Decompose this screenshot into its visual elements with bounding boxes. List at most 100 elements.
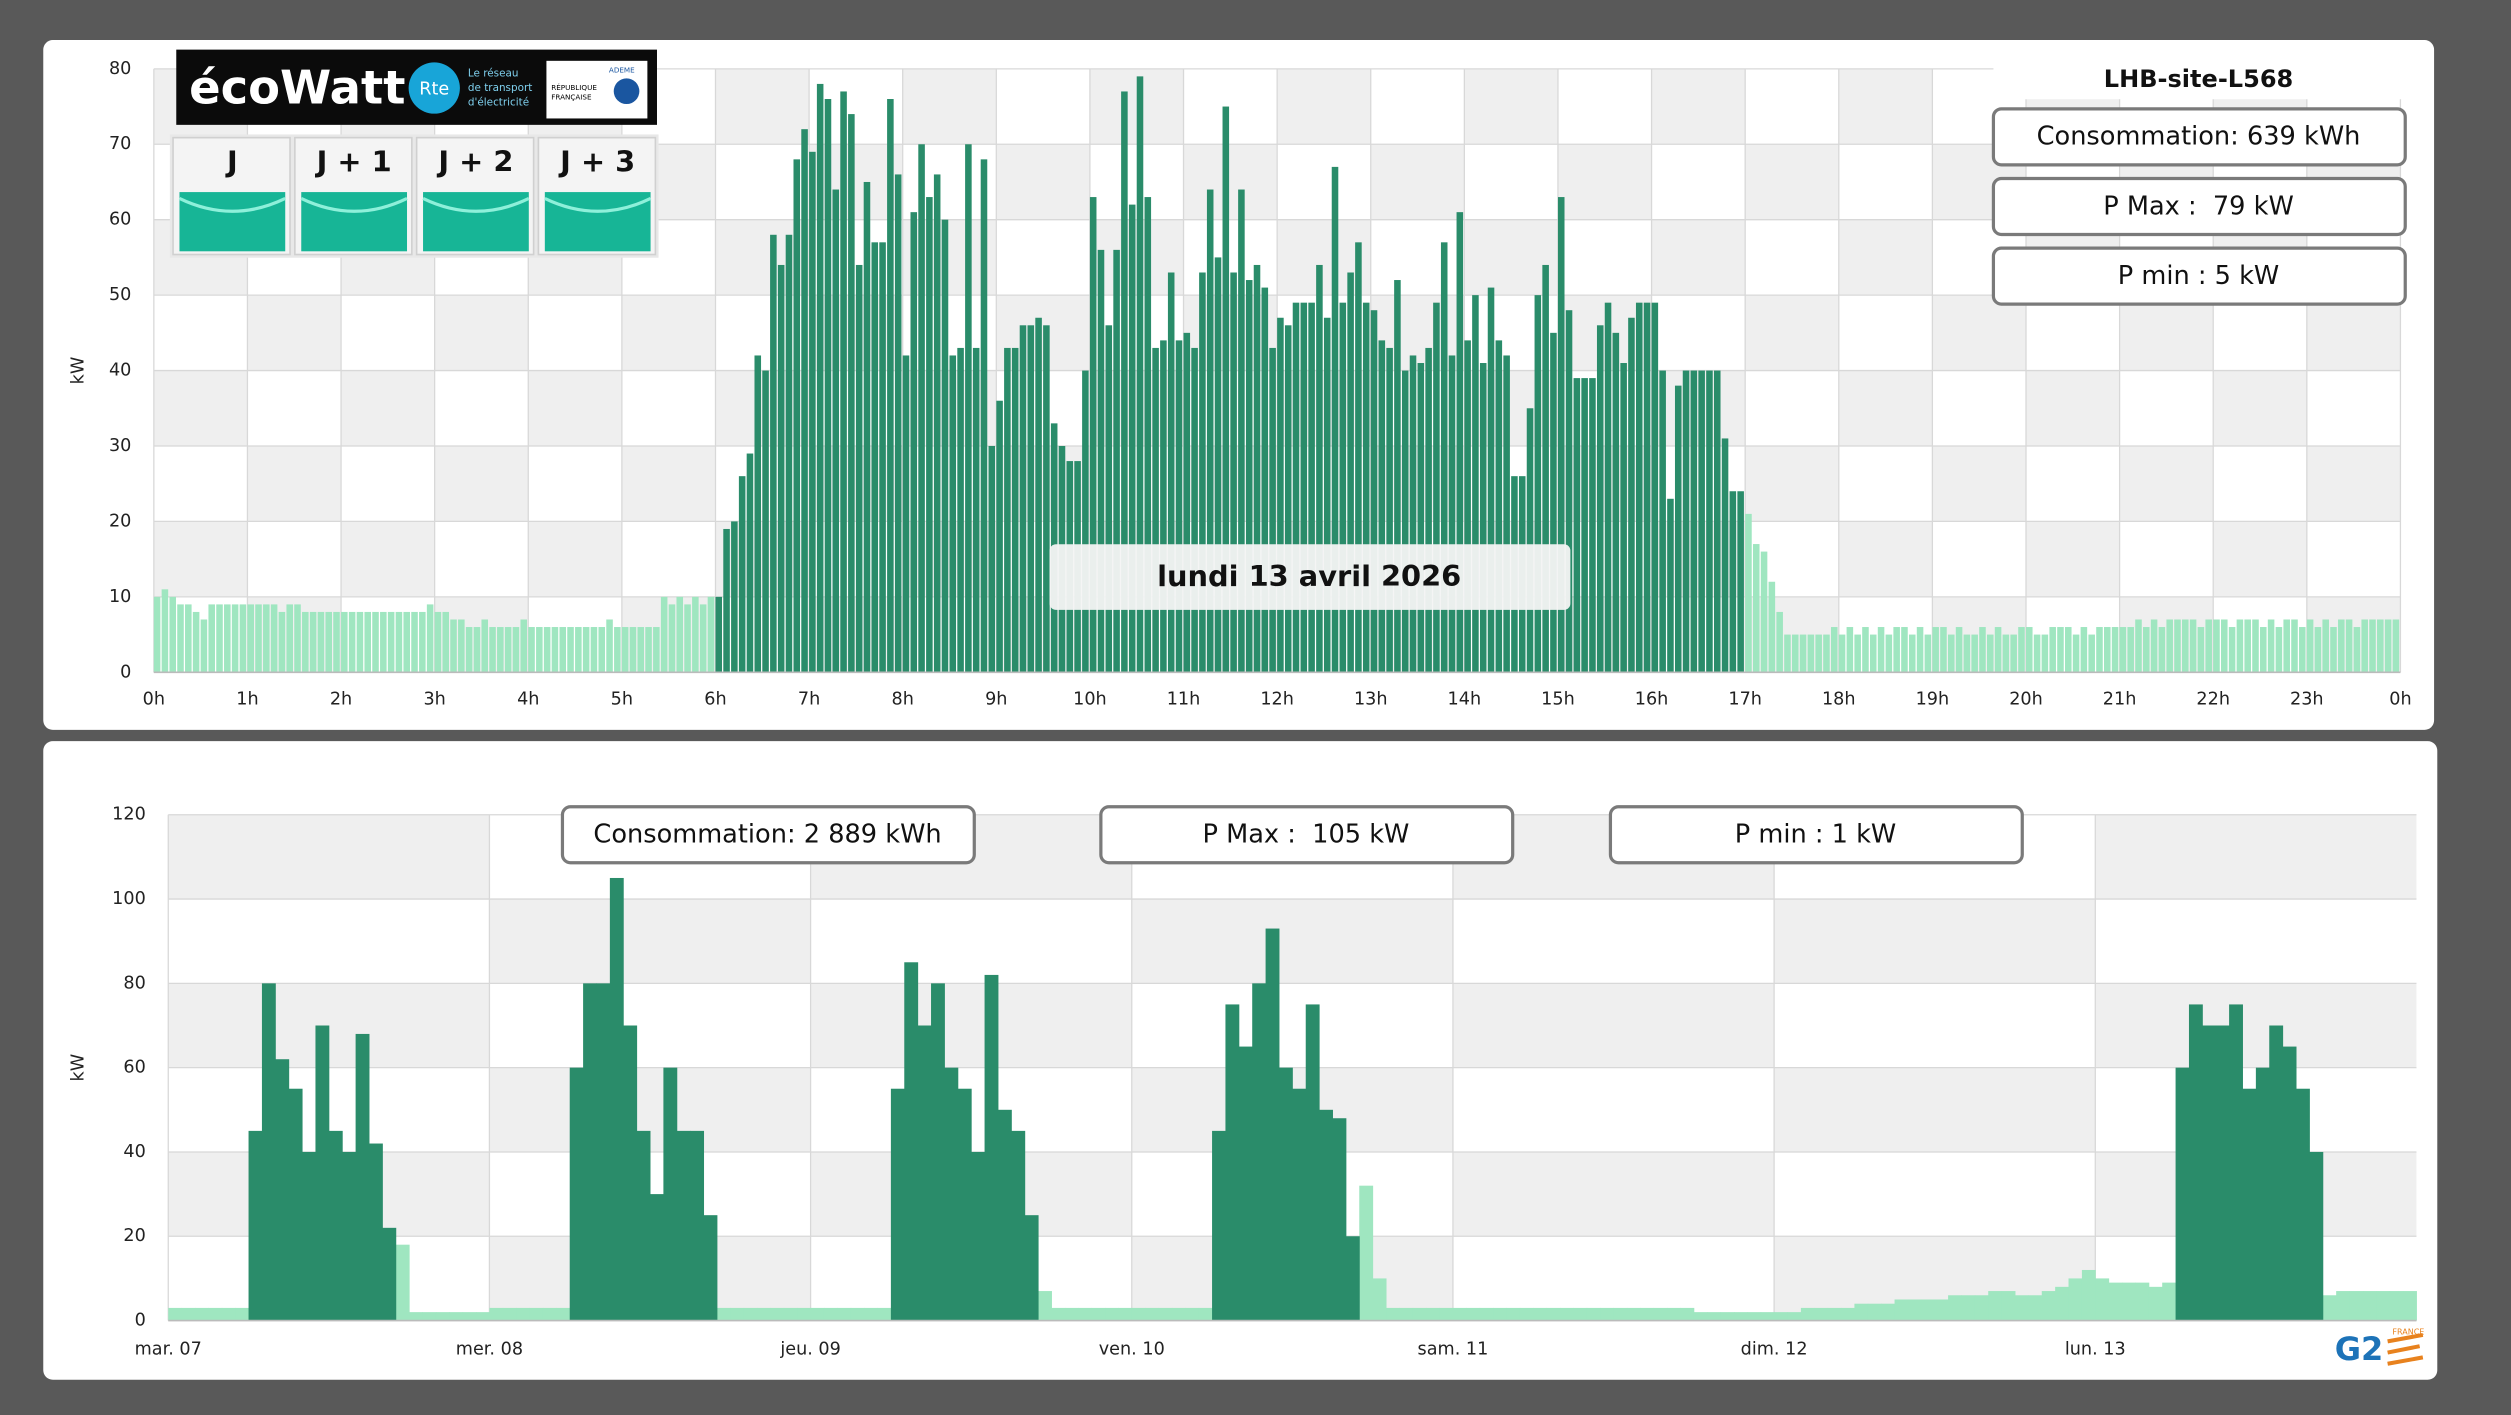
bar bbox=[387, 611, 395, 673]
stat-text: P Max : 79 kW bbox=[2103, 191, 2294, 221]
bar bbox=[1362, 302, 1370, 673]
bar bbox=[1680, 1307, 1695, 1321]
bar bbox=[1916, 627, 1924, 673]
bar bbox=[1167, 272, 1175, 673]
bar bbox=[2215, 1025, 2230, 1321]
x-tick-label: 6h bbox=[704, 690, 726, 710]
y-tick-label: 40 bbox=[109, 361, 131, 381]
grid-cell bbox=[2306, 445, 2401, 522]
bar bbox=[1051, 1307, 1066, 1321]
bar bbox=[2072, 634, 2080, 673]
bar bbox=[864, 1307, 878, 1321]
bar bbox=[1024, 1215, 1039, 1321]
grid-cell bbox=[810, 983, 1132, 1068]
bar bbox=[1862, 627, 1869, 673]
annotation-bg bbox=[1049, 544, 1571, 610]
annotation: lundi 13 avril 2026 bbox=[1157, 559, 1461, 593]
bar bbox=[2175, 1067, 2190, 1321]
chart: 0 20 40 60 80 100 120 mar. 07 mer. 08 jeu. 09 ven.… bbox=[69, 805, 2417, 1359]
republic-text: RÉPUBLIQUE bbox=[551, 83, 597, 92]
title-bg bbox=[1993, 60, 2406, 100]
bar bbox=[181, 1307, 196, 1321]
grid-cell bbox=[528, 370, 622, 446]
x-tick-label: 23h bbox=[2290, 690, 2324, 710]
bar bbox=[2182, 619, 2189, 673]
bar bbox=[1589, 378, 1596, 673]
bar bbox=[221, 1307, 236, 1321]
bar bbox=[2336, 1291, 2351, 1321]
bar bbox=[1479, 1307, 1494, 1321]
bar bbox=[333, 611, 340, 673]
bar bbox=[1158, 1307, 1173, 1321]
stat-box bbox=[1608, 805, 2024, 865]
bar bbox=[1091, 1307, 1106, 1321]
bar bbox=[1596, 325, 1604, 673]
bar bbox=[1640, 1307, 1655, 1321]
x-tick-label: 5h bbox=[611, 690, 633, 710]
x-tick-label: 3h bbox=[423, 690, 445, 710]
x-tick-label: 1h bbox=[236, 690, 258, 710]
grid-cell bbox=[1838, 68, 1933, 145]
bar bbox=[623, 1025, 638, 1321]
stat-box bbox=[1991, 176, 2407, 237]
bar bbox=[2189, 619, 2197, 673]
bar bbox=[2148, 1286, 2163, 1321]
bar bbox=[1827, 1307, 1842, 1321]
forecast-day: J bbox=[225, 144, 238, 178]
forecast-signal bbox=[179, 192, 286, 252]
rte-tagline: de transport bbox=[468, 82, 532, 94]
grid-cell bbox=[902, 521, 997, 597]
bar bbox=[2018, 627, 2025, 673]
bar bbox=[918, 144, 925, 673]
bar bbox=[1807, 634, 1815, 673]
x-tick-label: 19h bbox=[1916, 690, 1950, 710]
bar bbox=[224, 604, 231, 673]
x-tick-label: 10h bbox=[1073, 690, 1107, 710]
bar bbox=[2205, 619, 2212, 673]
y-tick-label: 20 bbox=[123, 1226, 145, 1246]
bar bbox=[1994, 627, 2002, 673]
bar bbox=[449, 1312, 464, 1321]
bar bbox=[1183, 332, 1191, 673]
grid-cell bbox=[1131, 899, 1453, 984]
bar bbox=[1082, 370, 1089, 673]
charts: 0 10 20 30 40 50 60 70 80 0h 1h 2h 3h 4h 5h 6h 7h 8h 9h 10h… bbox=[69, 59, 2417, 1359]
bar bbox=[575, 627, 582, 673]
bar bbox=[2322, 619, 2329, 673]
stat-text: Consommation: 2 889 kWh bbox=[593, 820, 941, 850]
bar bbox=[235, 1307, 250, 1321]
bar bbox=[2229, 1004, 2243, 1321]
bar bbox=[504, 627, 512, 673]
bar bbox=[1316, 264, 1323, 673]
x-tick-label: 0h bbox=[2389, 690, 2411, 710]
bar bbox=[1747, 1312, 1762, 1321]
grid-cell bbox=[341, 370, 435, 446]
grid-cell bbox=[621, 295, 716, 371]
logo-name: écoWatt bbox=[189, 61, 405, 115]
stat-text: Consommation: 639 kWh bbox=[2037, 122, 2361, 152]
bar bbox=[2111, 627, 2119, 673]
x-tick-label: 4h bbox=[517, 690, 539, 710]
bar bbox=[328, 1130, 343, 1321]
bar bbox=[403, 611, 411, 673]
rte-tagline: d'électricité bbox=[468, 96, 529, 108]
bar bbox=[887, 99, 894, 673]
bar bbox=[606, 619, 613, 673]
bar bbox=[1185, 1307, 1200, 1321]
bar bbox=[1526, 408, 1534, 673]
bar bbox=[1386, 347, 1393, 673]
bar bbox=[2041, 634, 2049, 673]
bar bbox=[1737, 491, 1744, 673]
y-tick-label: 0 bbox=[135, 1311, 146, 1331]
bar bbox=[933, 174, 941, 673]
x-tick-label: 0h bbox=[143, 690, 165, 710]
bar bbox=[783, 1307, 798, 1321]
bar bbox=[1720, 1312, 1735, 1321]
bar bbox=[1493, 1307, 1507, 1321]
bar bbox=[850, 1307, 865, 1321]
bar bbox=[355, 1033, 370, 1321]
bar bbox=[556, 1307, 571, 1321]
bar bbox=[1653, 1307, 1668, 1321]
bar bbox=[1214, 257, 1222, 673]
